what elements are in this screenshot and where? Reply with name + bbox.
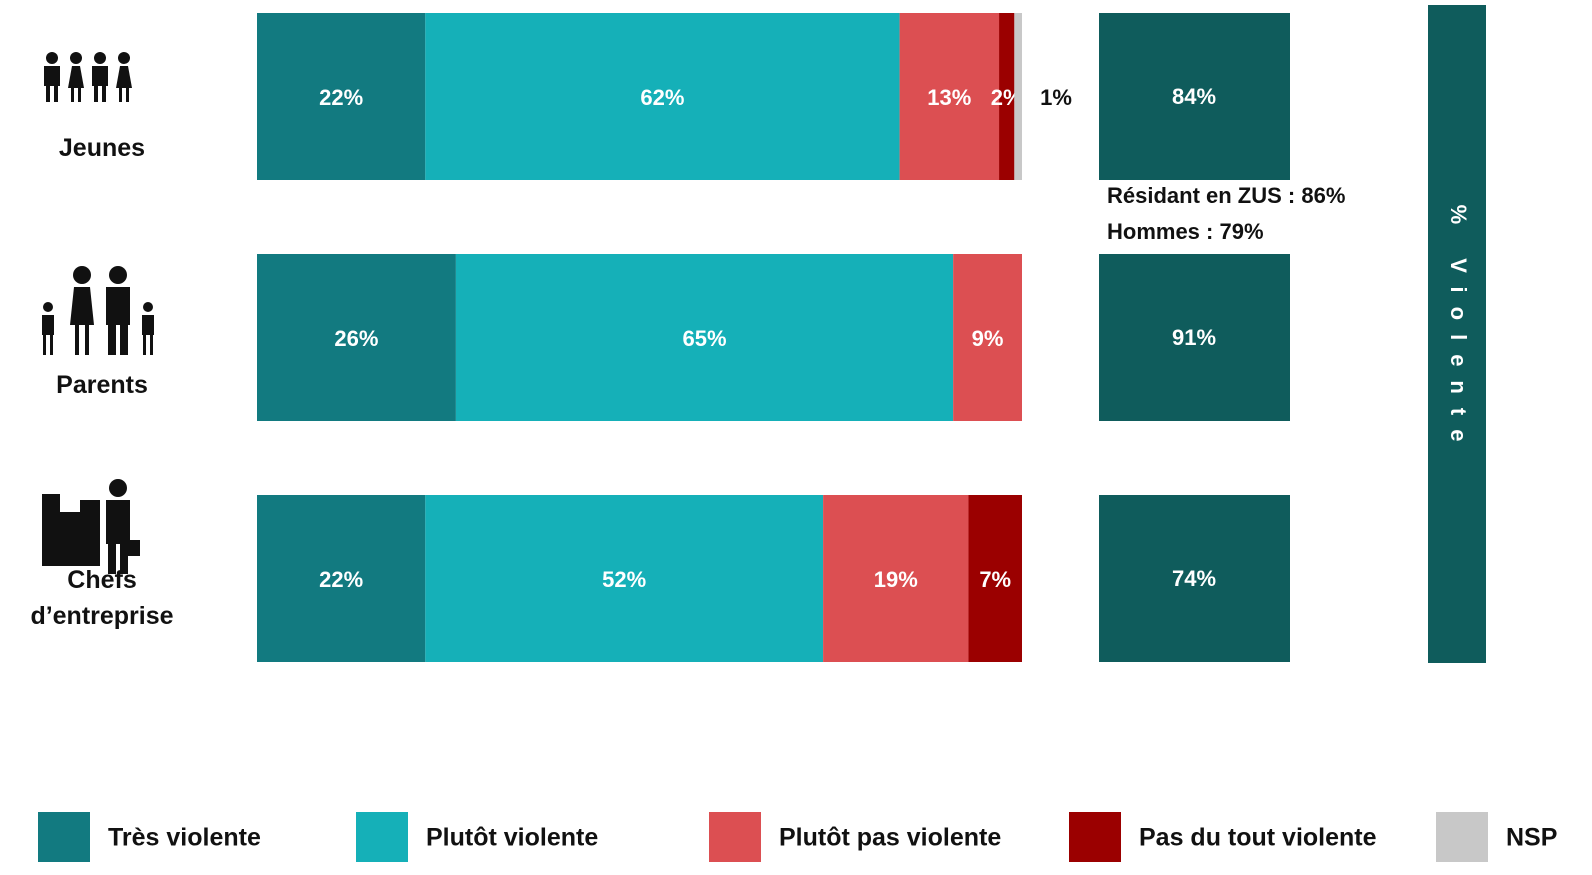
legend-swatch [356, 812, 408, 862]
total-label: 74% [1172, 566, 1216, 591]
legend-swatch [1436, 812, 1488, 862]
total-label: 91% [1172, 325, 1216, 350]
legend-swatch [709, 812, 761, 862]
legend-label: Plutôt violente [426, 824, 598, 852]
value-label: 7% [979, 567, 1011, 592]
total-label: 84% [1172, 84, 1216, 109]
value-label: 9% [972, 326, 1004, 351]
value-label: 52% [602, 567, 646, 592]
note: Hommes : 79% [1107, 219, 1264, 244]
value-label: 1% [1040, 85, 1072, 110]
category-label: Jeunes [17, 130, 187, 166]
value-label: 22% [319, 85, 363, 110]
note: Résidant en ZUS : 86% [1107, 183, 1345, 208]
legend-label: Plutôt pas violente [779, 824, 1001, 852]
category-label: Parents [17, 367, 187, 403]
totals-title: % Violente [1446, 205, 1471, 456]
legend-label: NSP [1506, 824, 1557, 852]
value-label: 22% [319, 567, 363, 592]
legend-label: Pas du tout violente [1139, 824, 1377, 852]
category-label: Chefs d’entreprise [17, 562, 187, 634]
chart: % Violente Résidant en ZUS : 86% Hommes … [0, 0, 1592, 875]
legend-swatch [38, 812, 90, 862]
legend-swatch [1069, 812, 1121, 862]
page: % Violente Résidant en ZUS : 86% Hommes … [0, 0, 1592, 875]
bar-segment [1014, 13, 1022, 180]
value-label: 19% [874, 567, 918, 592]
value-label: 65% [683, 326, 727, 351]
legend-label: Très violente [108, 824, 261, 852]
value-label: 13% [927, 85, 971, 110]
value-label: 62% [640, 85, 684, 110]
value-label: 26% [334, 326, 378, 351]
